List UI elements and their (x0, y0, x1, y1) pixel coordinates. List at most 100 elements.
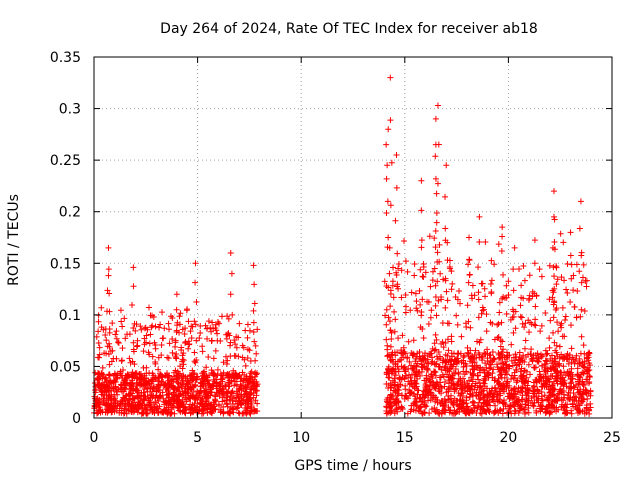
data-point (536, 266, 543, 273)
data-point (583, 283, 590, 290)
data-point (458, 386, 465, 393)
data-point (519, 375, 526, 382)
y-axis-label: ROTI / TECUs (6, 194, 22, 286)
data-point (411, 261, 418, 268)
data-point (570, 383, 577, 390)
data-point (147, 394, 154, 401)
data-point (227, 353, 234, 360)
data-point (172, 353, 179, 360)
data-point (466, 257, 473, 264)
data-point (488, 257, 495, 264)
data-point (417, 403, 424, 410)
data-point (226, 332, 233, 339)
data-point (121, 315, 128, 322)
data-point (445, 374, 452, 381)
data-point (419, 326, 426, 333)
data-point (250, 319, 257, 326)
data-point (205, 380, 212, 387)
data-point (392, 217, 399, 224)
data-point (109, 320, 116, 327)
data-point (549, 398, 556, 405)
data-point (482, 239, 489, 246)
data-point (121, 384, 128, 391)
data-point (192, 260, 199, 267)
data-point (414, 375, 421, 382)
data-point (559, 304, 566, 311)
data-point (467, 347, 474, 354)
data-point (433, 353, 440, 360)
data-point (142, 380, 149, 387)
data-point (105, 395, 112, 402)
data-point (148, 392, 155, 399)
data-point (517, 402, 524, 409)
data-point (585, 367, 592, 374)
data-point (165, 408, 172, 415)
data-point (455, 369, 462, 376)
data-point (506, 363, 513, 370)
data-point (243, 384, 250, 391)
data-point (198, 387, 205, 394)
data-point (450, 401, 457, 408)
data-point (515, 410, 522, 417)
data-point (498, 248, 505, 255)
data-point (467, 324, 474, 331)
data-point (182, 339, 189, 346)
data-point (402, 303, 409, 310)
data-point (491, 261, 498, 268)
data-point (495, 375, 502, 382)
data-point (413, 362, 420, 369)
data-point (429, 345, 436, 352)
data-point (478, 410, 485, 417)
data-point (498, 319, 505, 326)
data-point (95, 339, 102, 346)
data-point (169, 314, 176, 321)
data-point (452, 385, 459, 392)
data-point (578, 333, 585, 340)
data-point (252, 342, 259, 349)
data-point (408, 289, 415, 296)
data-point (432, 302, 439, 309)
data-point (141, 393, 148, 400)
data-point (531, 260, 538, 267)
data-point (124, 400, 131, 407)
data-point (387, 287, 394, 294)
data-point (96, 380, 103, 387)
data-point (189, 323, 196, 330)
data-point (416, 395, 423, 402)
data-point (551, 339, 558, 346)
data-point (240, 377, 247, 384)
data-point (542, 309, 549, 316)
data-point (566, 368, 573, 375)
data-point (501, 399, 508, 406)
data-point (457, 375, 464, 382)
y-tick-label: 0.05 (50, 359, 81, 375)
data-point (418, 207, 425, 214)
data-point (199, 372, 206, 379)
data-point (434, 278, 441, 285)
data-point (453, 409, 460, 416)
data-point (210, 376, 217, 383)
data-point (172, 337, 179, 344)
data-point (582, 278, 589, 285)
data-point (538, 389, 545, 396)
data-point (442, 304, 449, 311)
data-point (223, 392, 230, 399)
data-point (131, 320, 138, 327)
data-point (473, 410, 480, 417)
data-point (242, 362, 249, 369)
data-point (490, 410, 497, 417)
data-point (391, 308, 398, 315)
data-point (146, 351, 153, 358)
data-point (432, 331, 439, 338)
data-point (535, 358, 542, 365)
data-point (452, 358, 459, 365)
data-point (433, 190, 440, 197)
data-point (152, 323, 159, 330)
data-point (245, 401, 252, 408)
data-point (490, 366, 497, 373)
data-point (551, 358, 558, 365)
data-point (411, 272, 418, 279)
data-point (223, 360, 230, 367)
data-point (567, 252, 574, 259)
